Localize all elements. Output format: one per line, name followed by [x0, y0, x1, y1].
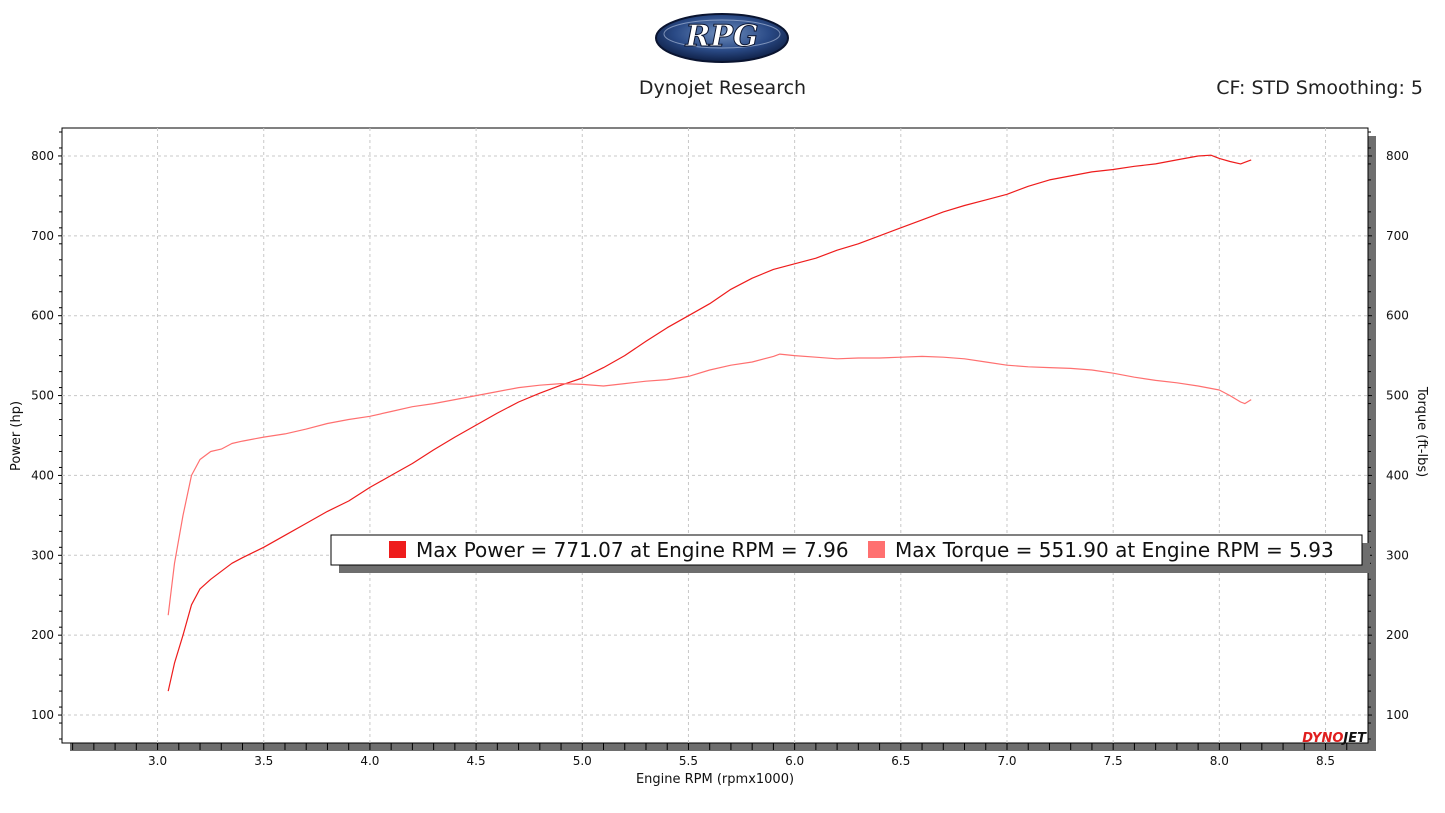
- legend-power-text: Max Power = 771.07 at Engine RPM = 7.96: [416, 538, 849, 562]
- x-tick-label: 5.0: [573, 754, 592, 768]
- y-tick-label-left: 400: [31, 468, 54, 482]
- x-tick-label: 3.0: [148, 754, 167, 768]
- plot-shadow-bottom: [70, 743, 1376, 751]
- x-tick-label: 8.5: [1316, 754, 1335, 768]
- series-lines: [167, 154, 1252, 692]
- x-tick-label: 5.5: [679, 754, 698, 768]
- y-tick-label-left: 800: [31, 149, 54, 163]
- legend-swatch-torque: [868, 541, 885, 558]
- legend-box: [330, 534, 1363, 566]
- grid-lines: [62, 128, 1368, 743]
- axis-ticks: 100 100 200 200 300 300 400 400 500 500 600 600 700 7…: [31, 131, 1409, 768]
- x-tick-label: 3.5: [254, 754, 273, 768]
- y-tick-label-right: 200: [1386, 628, 1409, 642]
- plot-shadow-right: [1368, 136, 1376, 751]
- y-tick-label-left: 500: [31, 389, 54, 403]
- y-tick-label-right: 100: [1386, 708, 1409, 722]
- legend-torque-text: Max Torque = 551.90 at Engine RPM = 5.93: [895, 538, 1334, 562]
- x-tick-label: 6.0: [785, 754, 804, 768]
- y-tick-label-left: 300: [31, 548, 54, 562]
- series-line-torque: [167, 353, 1252, 616]
- x-tick-label: 4.5: [467, 754, 486, 768]
- y-tick-label-right: 600: [1386, 309, 1409, 323]
- y-tick-label-left: 200: [31, 628, 54, 642]
- legend-swatch-power: [389, 541, 406, 558]
- watermark-right: JET: [1340, 731, 1367, 746]
- chart-subtitle: Dynojet Research: [638, 77, 807, 99]
- y-tick-label-right: 800: [1386, 149, 1409, 163]
- correction-factor-info: CF: STD Smoothing: 5: [1216, 77, 1423, 99]
- x-tick-label: 8.0: [1210, 754, 1229, 768]
- y-tick-label-left: 600: [31, 309, 54, 323]
- logo-text: RPG: [684, 19, 758, 54]
- rpg-logo: RPG: [655, 13, 789, 63]
- plot-frame: [61, 127, 1369, 744]
- y-tick-label-right: 300: [1386, 548, 1409, 562]
- y-tick-label-right: 500: [1386, 389, 1409, 403]
- x-tick-label: 7.0: [997, 754, 1016, 768]
- dynojet-watermark: DYNOJET: [1302, 731, 1367, 746]
- y-tick-label-left: 100: [31, 708, 54, 722]
- y-axis-label-left: Power (hp): [9, 401, 24, 471]
- y-tick-label-right: 400: [1386, 468, 1409, 482]
- y-axis-label-right: Torque (ft-lbs): [1414, 386, 1429, 477]
- x-tick-label: 4.0: [360, 754, 379, 768]
- watermark-left: DYNO: [1302, 731, 1343, 746]
- x-tick-label: 6.5: [891, 754, 910, 768]
- x-tick-label: 7.5: [1104, 754, 1123, 768]
- y-tick-label-right: 700: [1386, 229, 1409, 243]
- x-axis-label: Engine RPM (rpmx1000): [636, 772, 794, 787]
- series-line-power: [167, 154, 1252, 692]
- y-tick-label-left: 700: [31, 229, 54, 243]
